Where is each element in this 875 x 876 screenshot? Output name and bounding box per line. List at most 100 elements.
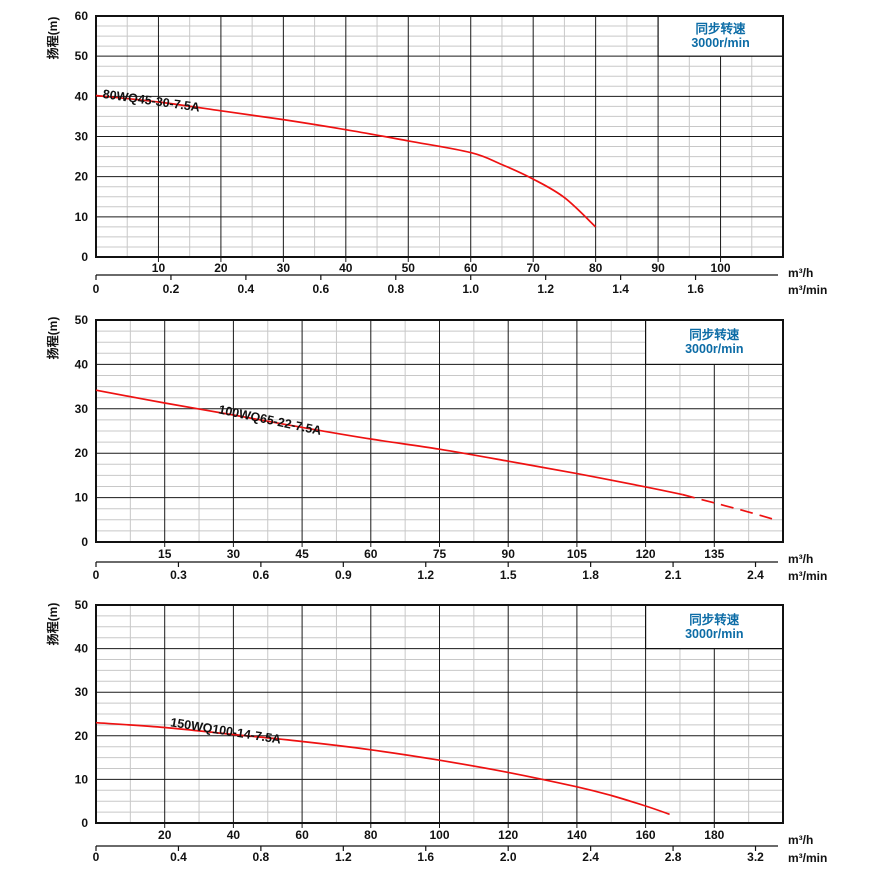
x-tick-label-primary: 80 (589, 261, 603, 275)
y-tick-label: 30 (75, 402, 89, 416)
x-unit-primary-label: m³/h (788, 833, 813, 847)
x-tick-label-secondary: 1.2 (335, 850, 352, 864)
x-unit-primary-label: m³/h (788, 552, 813, 566)
x-tick-label-primary: 60 (364, 547, 378, 561)
x-tick-label-primary: 20 (214, 261, 228, 275)
x-tick-label-primary: 120 (636, 547, 656, 561)
speed-note-line2: 3000r/min (691, 36, 749, 50)
speed-note-line1: 同步转速 (689, 327, 740, 342)
y-tick-label: 10 (75, 491, 89, 505)
curve-model-label: 80WQ45-30-7.5A (102, 87, 201, 114)
x-tick-label-secondary: 1.6 (687, 282, 704, 296)
x-tick-label-primary: 70 (527, 261, 541, 275)
plot-frame (95, 604, 784, 824)
x-tick-label-secondary: 0.8 (387, 282, 404, 296)
x-tick-label-secondary: 2.4 (582, 850, 599, 864)
x-tick-label-secondary: 0 (93, 568, 100, 582)
x-tick-label-primary: 15 (158, 547, 172, 561)
x-unit-primary-label: m³/h (788, 266, 813, 280)
chart-svg-2: 20 40 60 80 100 120 140 160 180 m³/h0 0.4 0.8 1.2 1.6… (45, 598, 827, 865)
x-tick-label-secondary: 1.4 (612, 282, 629, 296)
chart-80wq45-30: 10 20 30 40 50 60 70 80 90 100 m³/h 0 0.2 0.4 0.6 0.8 1.… (0, 0, 875, 300)
speed-note-line2: 3000r/min (685, 627, 743, 641)
chart-svg-1: 15 30 45 60 75 90 105 120 135 m³/h 0 0.3 0.6 0.9 1.2 1.… (45, 313, 827, 583)
pump-curve (95, 389, 683, 496)
x-tick-label-secondary: 3.2 (747, 850, 764, 864)
x-unit-secondary-label: m³/min (788, 851, 827, 865)
x-tick-label-secondary: 1.5 (500, 568, 517, 582)
y-tick-label: 40 (75, 89, 89, 103)
x-tick-label-primary: 90 (502, 547, 516, 561)
y-tick-label: 20 (75, 729, 89, 743)
x-tick-label-secondary: 2.0 (500, 850, 517, 864)
x-tick-label-primary: 120 (498, 828, 518, 842)
y-tick-label: 50 (75, 598, 89, 612)
x-tick-label-primary: 10 (152, 261, 166, 275)
x-tick-label-secondary: 0.2 (163, 282, 180, 296)
y-tick-label: 30 (75, 130, 89, 144)
y-tick-label: 0 (81, 250, 88, 264)
x-tick-label-primary: 30 (277, 261, 291, 275)
x-tick-label-primary: 160 (636, 828, 656, 842)
x-tick-label-secondary: 1.2 (417, 568, 434, 582)
speed-note-box (644, 319, 784, 366)
x-tick-label-secondary: 0.3 (170, 568, 187, 582)
x-tick-label-primary: 100 (711, 261, 731, 275)
y-axis-title: 扬程(m) (45, 603, 60, 646)
x-tick-label-primary: 20 (158, 828, 172, 842)
x-tick-label-secondary: 1.8 (582, 568, 599, 582)
plot-frame (95, 319, 784, 543)
y-tick-label: 50 (75, 313, 89, 327)
y-tick-label: 20 (75, 446, 89, 460)
y-tick-label: 20 (75, 170, 89, 184)
x-tick-label-secondary: 1.6 (417, 850, 434, 864)
y-tick-label: 50 (75, 49, 89, 63)
x-unit-secondary-label: m³/min (788, 569, 827, 583)
x-tick-label-primary: 40 (339, 261, 353, 275)
speed-note-line2: 3000r/min (685, 342, 743, 356)
x-tick-label-primary: 105 (567, 547, 587, 561)
x-tick-label-primary: 135 (704, 547, 724, 561)
x-tick-label-primary: 75 (433, 547, 447, 561)
x-tick-label-secondary: 0.4 (170, 850, 187, 864)
y-tick-label: 30 (75, 685, 89, 699)
plot-frame (95, 15, 784, 258)
y-tick-label: 40 (75, 642, 89, 656)
x-tick-label-primary: 40 (227, 828, 241, 842)
speed-note-line1: 同步转速 (696, 21, 747, 36)
y-tick-label: 60 (75, 9, 89, 23)
x-tick-label-secondary: 0.9 (335, 568, 352, 582)
x-tick-label-primary: 50 (402, 261, 416, 275)
x-tick-label-primary: 60 (295, 828, 309, 842)
speed-note-box (644, 604, 784, 650)
pump-curve-dashed-tail (681, 493, 775, 521)
y-tick-label: 0 (81, 816, 88, 830)
x-tick-label-secondary: 0 (93, 850, 100, 864)
y-axis-title: 扬程(m) (45, 317, 60, 360)
x-tick-label-primary: 90 (651, 261, 665, 275)
speed-note-line1: 同步转速 (689, 612, 740, 627)
x-tick-label-secondary: 2.8 (665, 850, 682, 864)
x-tick-label-secondary: 1.2 (537, 282, 554, 296)
x-tick-label-primary: 140 (567, 828, 587, 842)
x-tick-label-primary: 80 (364, 828, 378, 842)
x-tick-label-secondary: 0 (93, 282, 100, 296)
x-tick-label-primary: 45 (295, 547, 309, 561)
y-tick-label: 10 (75, 210, 89, 224)
x-tick-label-primary: 100 (429, 828, 449, 842)
x-tick-label-secondary: 0.8 (253, 850, 270, 864)
x-tick-label-primary: 180 (704, 828, 724, 842)
chart-150wq100-14: 20 40 60 80 100 120 140 160 180 m³/h 0 0.4 0.8 1.2 1.6… (0, 590, 875, 876)
x-tick-label-secondary: 0.4 (238, 282, 255, 296)
y-tick-label: 10 (75, 772, 89, 786)
x-tick-label-primary: 30 (227, 547, 241, 561)
x-tick-label-secondary: 0.6 (253, 568, 270, 582)
pump-curve (95, 94, 597, 228)
pump-curve (95, 721, 670, 816)
y-axis-title: 扬程(m) (45, 17, 60, 60)
chart-svg-0: 10 20 30 40 50 60 70 80 90 100 m³/h0 0.2 0.4 0.6 0.8 1.… (45, 9, 827, 297)
y-tick-label: 40 (75, 357, 89, 371)
chart-100wq65-22: 15 30 45 60 75 90 105 120 135 m³/h 0 0.3 0.6 0.9 1.2 1.… (0, 300, 875, 590)
x-tick-label-primary: 60 (464, 261, 478, 275)
